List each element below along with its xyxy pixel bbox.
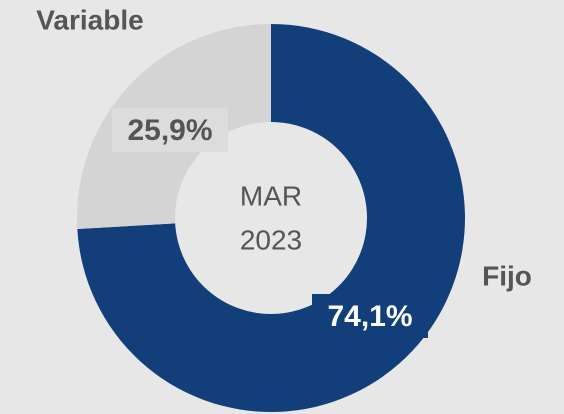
- category-label: Fijo: [482, 260, 532, 291]
- center-text: MAR: [240, 180, 302, 211]
- center-text: 2023: [240, 224, 302, 255]
- value-label-box: [312, 294, 428, 338]
- value-label: 25,9%: [127, 114, 212, 147]
- value-label: 74,1%: [327, 300, 412, 333]
- value-label-box: [112, 108, 228, 152]
- category-label: Variable: [36, 4, 143, 35]
